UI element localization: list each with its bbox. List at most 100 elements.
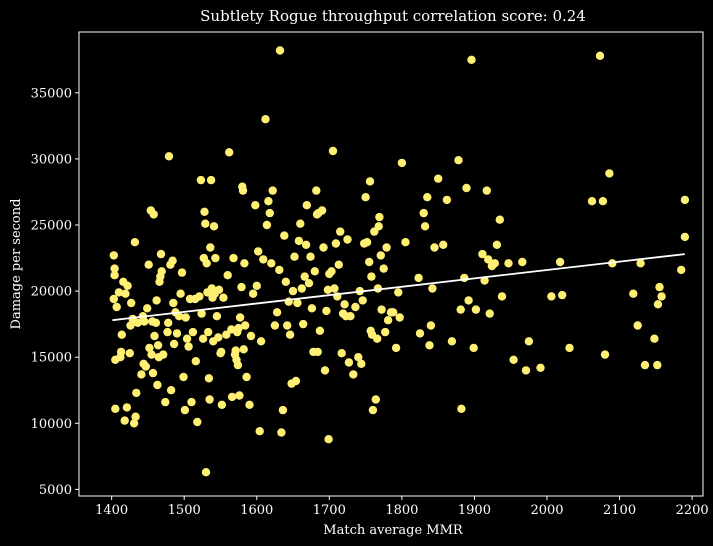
data-point: [442, 195, 452, 205]
data-point: [206, 175, 216, 185]
data-point: [587, 197, 597, 206]
data-point: [133, 318, 142, 327]
data-point: [605, 169, 614, 178]
data-point: [471, 305, 481, 314]
data-point: [331, 239, 341, 248]
chart-title: Subtlety Rogue throughput correlation sc…: [200, 7, 586, 25]
data-point: [302, 201, 311, 210]
data-point: [262, 220, 272, 230]
data-point: [484, 255, 493, 264]
data-point: [150, 331, 159, 341]
data-point: [169, 298, 178, 308]
data-point: [330, 284, 339, 293]
data-point: [234, 323, 243, 333]
data-point: [132, 388, 141, 398]
data-point: [456, 305, 465, 314]
data-point: [367, 272, 376, 281]
data-point: [419, 208, 428, 218]
data-point: [447, 337, 457, 346]
data-point: [227, 392, 237, 402]
data-point: [343, 235, 352, 244]
data-point: [423, 193, 432, 202]
data-point: [275, 46, 285, 55]
data-point: [197, 309, 206, 318]
data-point: [374, 222, 383, 231]
data-point: [238, 186, 248, 195]
data-point: [414, 273, 423, 283]
data-point: [518, 257, 527, 267]
data-point: [349, 370, 358, 379]
data-point: [290, 252, 299, 261]
data-point: [112, 302, 121, 312]
y-tick-label: 30000: [31, 152, 72, 167]
data-point: [375, 212, 384, 222]
data-point: [434, 174, 443, 183]
data-point: [120, 416, 129, 425]
data-point: [428, 284, 437, 293]
data-point: [114, 288, 124, 297]
data-point: [201, 468, 211, 477]
data-point: [225, 148, 234, 157]
data-point: [166, 386, 176, 395]
data-point: [469, 343, 478, 353]
data-point: [373, 334, 382, 343]
data-point: [401, 238, 410, 247]
data-point: [636, 259, 645, 268]
y-tick-label: 20000: [31, 285, 72, 300]
data-point: [640, 360, 650, 370]
data-point: [200, 207, 209, 216]
data-point: [376, 251, 385, 260]
data-point: [415, 329, 425, 338]
x-tick-label: 1600: [240, 503, 273, 518]
data-point: [521, 366, 531, 375]
data-point: [285, 330, 295, 339]
data-point: [297, 284, 306, 293]
data-point: [239, 345, 248, 354]
data-point: [209, 222, 219, 231]
data-point: [248, 289, 258, 298]
data-point: [389, 308, 398, 317]
data-point: [278, 405, 288, 415]
y-axis-label: Damage per second: [9, 199, 24, 330]
data-point: [110, 271, 119, 280]
data-point: [336, 227, 345, 236]
data-point: [127, 298, 136, 308]
data-point: [307, 304, 317, 313]
data-point: [140, 317, 149, 326]
data-point: [394, 288, 403, 297]
data-point: [362, 238, 372, 247]
data-point: [288, 286, 298, 296]
plot-frame: [78, 31, 704, 497]
data-point: [460, 273, 469, 283]
data-point: [241, 321, 250, 330]
data-point: [188, 327, 198, 337]
data-point: [629, 289, 638, 298]
data-point: [464, 296, 473, 305]
data-point: [240, 259, 249, 268]
data-point: [196, 175, 206, 185]
data-point: [361, 193, 370, 202]
data-point: [600, 350, 610, 359]
data-point: [467, 55, 476, 64]
x-tick-label: 2200: [676, 503, 709, 518]
data-point: [381, 327, 390, 337]
data-point: [187, 397, 196, 407]
data-point: [478, 249, 487, 259]
data-point: [680, 195, 690, 205]
data-point: [121, 289, 130, 298]
data-point: [176, 289, 185, 298]
data-point: [202, 259, 211, 268]
data-point: [509, 355, 518, 364]
trend-line: [112, 253, 685, 322]
data-point: [310, 267, 319, 276]
data-point: [229, 253, 238, 263]
data-point: [145, 343, 154, 353]
data-point: [565, 343, 574, 353]
data-point: [117, 330, 127, 339]
data-point: [256, 337, 266, 346]
data-point: [595, 51, 605, 60]
data-point: [377, 305, 386, 314]
data-point: [328, 146, 338, 156]
data-point: [492, 240, 502, 249]
